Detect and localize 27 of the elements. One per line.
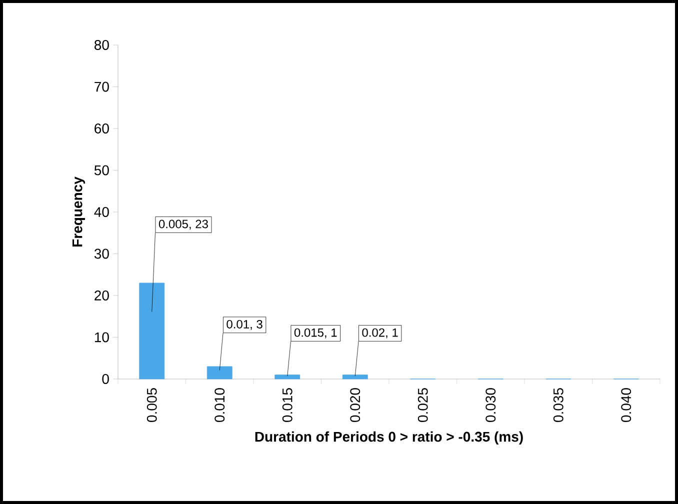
bar (206, 366, 232, 380)
bar (274, 374, 300, 380)
x-tick-label: 0.030 (486, 388, 496, 422)
data-label: 0.02, 1 (362, 328, 398, 338)
y-tick-label: 70 (94, 82, 109, 92)
y-tick-label: 60 (94, 124, 109, 134)
y-tick-label: 0 (102, 374, 109, 384)
x-tick-label: 0.005 (146, 388, 157, 422)
data-label: 0.005, 23 (158, 220, 208, 230)
y-tick-label: 30 (94, 248, 109, 259)
x-tick-label: 0.010 (214, 388, 225, 422)
y-axis-title: Frequency (72, 176, 86, 246)
data-label: 0.01, 3 (226, 320, 262, 330)
x-tick-label: 0.015 (282, 388, 292, 422)
x-axis-title: Duration of Periods 0 > ratio > -0.35 (ms) (255, 431, 523, 444)
y-tick-label: 20 (94, 290, 109, 300)
x-tick-label: 0.025 (418, 388, 428, 422)
x-tick-label: 0.035 (553, 388, 564, 422)
y-tick-label: 50 (94, 165, 109, 176)
bar (342, 374, 368, 380)
y-tick-label: 10 (94, 332, 109, 342)
data-label: 0.015, 1 (294, 328, 337, 338)
x-tick-label: 0.020 (350, 388, 360, 422)
bar (139, 282, 165, 380)
y-tick-label: 40 (94, 207, 109, 217)
y-tick-label: 80 (94, 40, 109, 50)
x-tick-label: 0.040 (621, 388, 632, 422)
